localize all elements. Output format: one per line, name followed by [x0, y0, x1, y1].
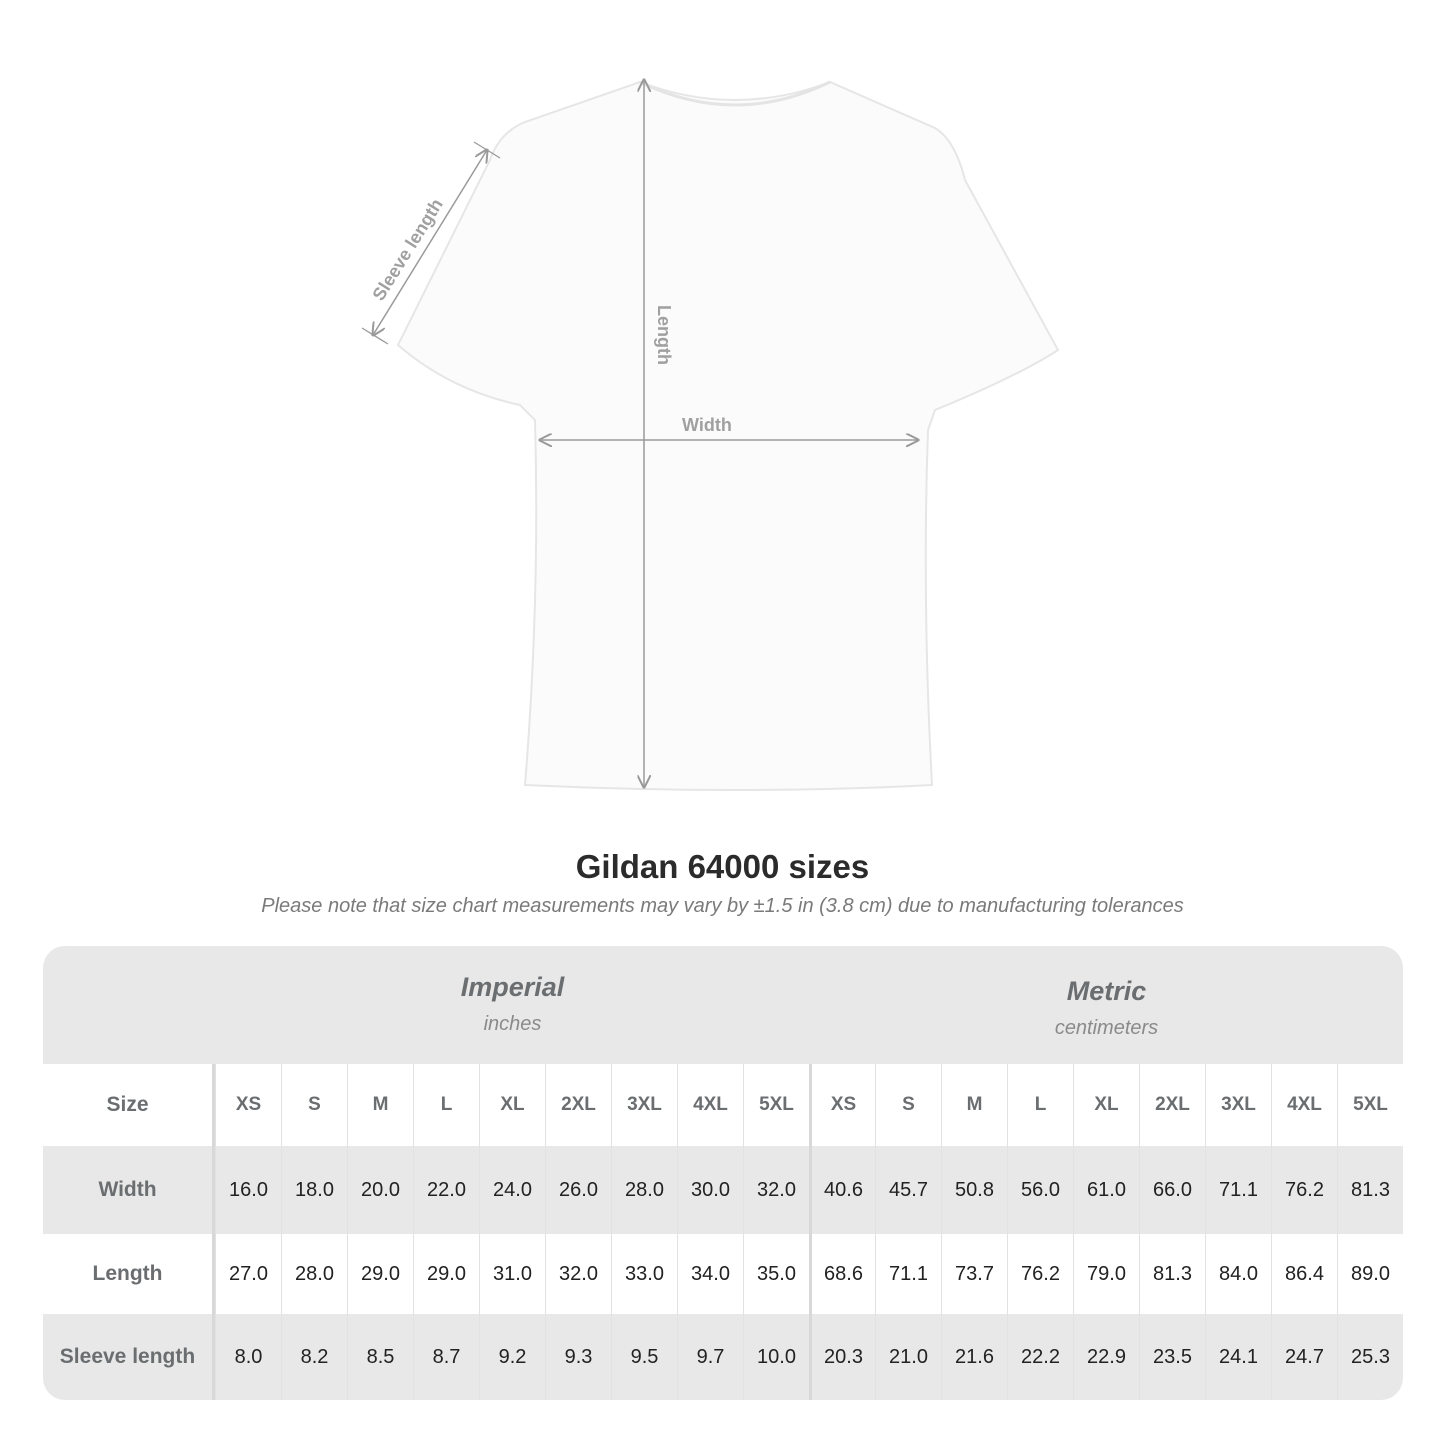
- value-cell-imperial: 8.7: [413, 1314, 479, 1400]
- value-cell-imperial: 9.3: [545, 1314, 611, 1400]
- value-cell-metric: 23.5: [1139, 1314, 1205, 1400]
- value-cell-imperial: 8.0: [215, 1314, 281, 1400]
- value-cell-metric: 71.1: [875, 1234, 941, 1314]
- tshirt-diagram: Sleeve length Length Width: [361, 0, 1060, 792]
- value-cell-metric: 71.1: [1205, 1146, 1271, 1234]
- length-label: Length: [654, 305, 674, 365]
- value-cell-imperial: 22.0: [413, 1146, 479, 1234]
- row-label: Length: [43, 1234, 215, 1314]
- value-cell-metric: 21.0: [875, 1314, 941, 1400]
- table-row: Width 16.0 18.0 20.0 22.0 24.0 26.0 28.0 30.0 32.…: [43, 1146, 1403, 1234]
- imperial-header: Imperial inches: [215, 946, 810, 1090]
- size-header-imperial: XS: [215, 1064, 281, 1146]
- value-cell-metric: 89.0: [1337, 1234, 1403, 1314]
- sleeve-measure-line: [373, 150, 487, 335]
- value-cell-imperial: 8.2: [281, 1314, 347, 1400]
- value-cell-imperial: 8.5: [347, 1314, 413, 1400]
- value-cell-imperial: 32.0: [743, 1146, 809, 1234]
- size-header-metric: 2XL: [1139, 1064, 1205, 1146]
- size-table: Imperial inches Metric centimeters Size X…: [43, 946, 1403, 1400]
- value-cell-metric: 76.2: [1271, 1146, 1337, 1234]
- value-cell-metric: 73.7: [941, 1234, 1007, 1314]
- value-cell-metric: 79.0: [1073, 1234, 1139, 1314]
- size-header-imperial: 3XL: [611, 1064, 677, 1146]
- value-cell-imperial: 28.0: [611, 1146, 677, 1234]
- value-cell-metric: 81.3: [1139, 1234, 1205, 1314]
- value-cell-metric: 40.6: [809, 1146, 875, 1234]
- value-cell-metric: 76.2: [1007, 1234, 1073, 1314]
- row-label: Size: [43, 1064, 215, 1146]
- value-cell-metric: 24.1: [1205, 1314, 1271, 1400]
- value-cell-imperial: 27.0: [215, 1234, 281, 1314]
- size-header-metric: XS: [809, 1064, 875, 1146]
- size-header-metric: L: [1007, 1064, 1073, 1146]
- row-label: Sleeve length: [43, 1314, 215, 1400]
- value-cell-imperial: 33.0: [611, 1234, 677, 1314]
- value-cell-metric: 66.0: [1139, 1146, 1205, 1234]
- metric-title: Metric: [1066, 976, 1147, 1006]
- value-cell-metric: 21.6: [941, 1314, 1007, 1400]
- page-title: Gildan 64000 sizes: [575, 848, 870, 885]
- size-header-row: Size XS S M L XL 2XL 3XL 4XL 5XL XS S M L XL 2XL 3XL 4XL 5…: [43, 1064, 1403, 1146]
- table-row: Length 27.0 28.0 29.0 29.0 31.0 32.0 33.0 34.0 35…: [43, 1234, 1403, 1314]
- value-cell-metric: 22.9: [1073, 1314, 1139, 1400]
- width-label: Width: [682, 415, 732, 435]
- value-cell-metric: 84.0: [1205, 1234, 1271, 1314]
- value-cell-imperial: 18.0: [281, 1146, 347, 1234]
- value-cell-imperial: 31.0: [479, 1234, 545, 1314]
- size-header-metric: XL: [1073, 1064, 1139, 1146]
- value-cell-imperial: 16.0: [215, 1146, 281, 1234]
- size-header-metric: 3XL: [1205, 1064, 1271, 1146]
- row-label: Width: [43, 1146, 215, 1234]
- value-cell-imperial: 24.0: [479, 1146, 545, 1234]
- size-header-metric: 5XL: [1337, 1064, 1403, 1146]
- imperial-unit: inches: [483, 1013, 542, 1035]
- value-cell-imperial: 9.2: [479, 1314, 545, 1400]
- metric-unit: centimeters: [1054, 1017, 1159, 1039]
- value-cell-metric: 24.7: [1271, 1314, 1337, 1400]
- value-cell-metric: 81.3: [1337, 1146, 1403, 1234]
- value-cell-imperial: 34.0: [677, 1234, 743, 1314]
- value-cell-imperial: 26.0: [545, 1146, 611, 1234]
- value-cell-metric: 25.3: [1337, 1314, 1403, 1400]
- value-cell-metric: 45.7: [875, 1146, 941, 1234]
- value-cell-imperial: 10.0: [743, 1314, 809, 1400]
- value-cell-imperial: 30.0: [677, 1146, 743, 1234]
- value-cell-metric: 56.0: [1007, 1146, 1073, 1234]
- value-cell-metric: 61.0: [1073, 1146, 1139, 1234]
- value-cell-imperial: 29.0: [413, 1234, 479, 1314]
- value-cell-metric: 20.3: [809, 1314, 875, 1400]
- value-cell-imperial: 9.7: [677, 1314, 743, 1400]
- tolerance-note: Please note that size chart measurements…: [261, 895, 1184, 917]
- value-cell-metric: 68.6: [809, 1234, 875, 1314]
- table-row: Sleeve length 8.0 8.2 8.5 8.7 9.2 9.3 9.5 9.7 10.…: [43, 1314, 1403, 1400]
- value-cell-metric: 50.8: [941, 1146, 1007, 1234]
- value-cell-metric: 22.2: [1007, 1314, 1073, 1400]
- value-cell-imperial: 35.0: [743, 1234, 809, 1314]
- value-cell-imperial: 32.0: [545, 1234, 611, 1314]
- size-header-imperial: 5XL: [743, 1064, 809, 1146]
- size-header-imperial: S: [281, 1064, 347, 1146]
- size-header-metric: M: [941, 1064, 1007, 1146]
- value-cell-imperial: 9.5: [611, 1314, 677, 1400]
- metric-header: Metric centimeters: [810, 946, 1403, 1094]
- tshirt-shape: [396, 80, 1060, 792]
- value-cell-imperial: 28.0: [281, 1234, 347, 1314]
- value-cell-metric: 86.4: [1271, 1234, 1337, 1314]
- size-header-metric: 4XL: [1271, 1064, 1337, 1146]
- size-header-imperial: L: [413, 1064, 479, 1146]
- size-header-metric: S: [875, 1064, 941, 1146]
- size-header-imperial: M: [347, 1064, 413, 1146]
- size-header-imperial: XL: [479, 1064, 545, 1146]
- size-header-imperial: 4XL: [677, 1064, 743, 1146]
- value-cell-imperial: 29.0: [347, 1234, 413, 1314]
- value-cell-imperial: 20.0: [347, 1146, 413, 1234]
- size-header-imperial: 2XL: [545, 1064, 611, 1146]
- imperial-title: Imperial: [460, 972, 565, 1002]
